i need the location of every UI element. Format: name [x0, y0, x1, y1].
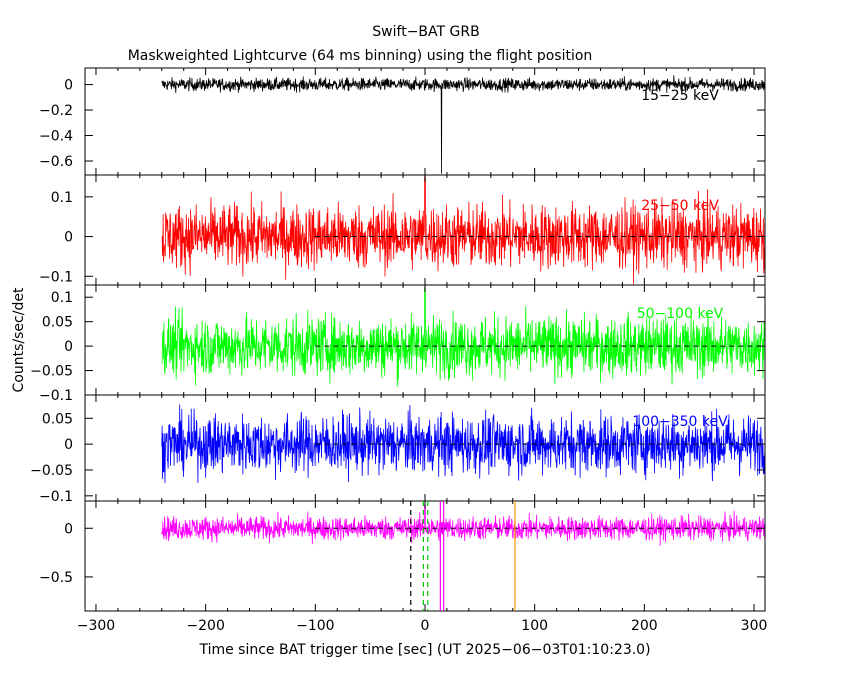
y-tick-label: −0.1 [39, 388, 73, 404]
series-line-4 [161, 504, 766, 546]
y-tick-label: −0.1 [39, 269, 73, 285]
band-label: 25−50 keV [641, 198, 719, 214]
y-axis-label: Counts/sec/det [11, 287, 27, 392]
series-line-0 [161, 75, 766, 174]
panel-1: 25−50 keV 0.1 0 −0.1 [39, 174, 766, 286]
x-tick-label: 0 [421, 618, 430, 634]
series-line-2 [161, 287, 766, 387]
y-tick-label: −0.1 [39, 489, 73, 505]
series-line-3 [161, 404, 766, 484]
panel-4: 0 −0.5 [39, 500, 766, 612]
panel-0: 15−25 keV 0 −0.2 −0.4 −0.6 [39, 67, 766, 176]
y-tick-label: −0.2 [39, 103, 73, 119]
y-tick-label: −0.05 [30, 463, 73, 479]
x-tick-label: −200 [186, 618, 224, 634]
x-tick-label: −300 [77, 618, 115, 634]
panel-2: 50−100 keV 0.1 0.05 0 −0.05 −0.1 [30, 284, 766, 404]
y-tick-label: −0.4 [39, 129, 73, 145]
series-line-1 [161, 176, 766, 285]
y-tick-label: 0.05 [42, 315, 73, 331]
y-tick-label: −0.6 [39, 154, 73, 170]
panel-3: 100−350 keV 0.05 0 −0.05 −0.1 [30, 394, 766, 505]
chart-subtitle: Maskweighted Lightcurve (64 ms binning) … [128, 48, 593, 64]
y-tick-label: 0.1 [51, 190, 73, 206]
y-tick-label: 0 [64, 339, 73, 355]
x-tick-label: 100 [521, 618, 548, 634]
y-tick-label: 0.1 [51, 290, 73, 306]
panel-frame [84, 500, 766, 612]
band-label: 100−350 keV [632, 414, 728, 430]
x-axis-label: Time since BAT trigger time [sec] (UT 20… [198, 642, 650, 658]
y-tick-label: 0 [64, 230, 73, 246]
y-tick-label: 0.05 [42, 411, 73, 427]
y-tick-label: −0.5 [39, 570, 73, 586]
y-tick-label: 0 [64, 437, 73, 453]
band-label: 50−100 keV [637, 306, 724, 322]
y-tick-label: 0 [64, 78, 73, 94]
y-tick-label: −0.05 [30, 364, 73, 380]
x-tick-label: 300 [741, 618, 768, 634]
chart-title: Swift−BAT GRB [372, 24, 479, 40]
band-label: 15−25 keV [641, 88, 719, 104]
y-tick-label: 0 [64, 521, 73, 537]
x-tick-label: 200 [631, 618, 658, 634]
x-tick-label: −100 [296, 618, 334, 634]
